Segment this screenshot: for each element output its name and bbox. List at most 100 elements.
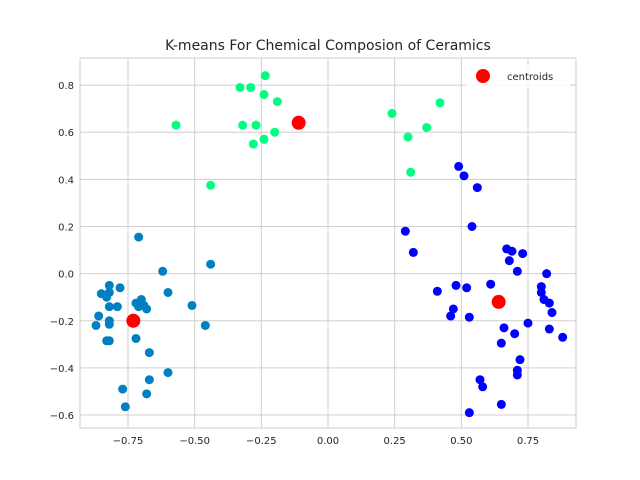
data-point-cluster-3	[158, 266, 168, 276]
data-point-cluster-3	[112, 302, 122, 312]
plot-frame	[79, 57, 577, 429]
data-point-cluster-3	[104, 336, 114, 346]
grid	[80, 58, 576, 428]
data-point-cluster-2	[459, 171, 469, 181]
y-tick-label: 0.8	[58, 81, 74, 92]
data-point-cluster-2	[547, 308, 557, 318]
data-point-cluster-1	[260, 71, 270, 81]
data-point-cluster-2	[478, 382, 488, 392]
centroid-point	[491, 294, 506, 309]
data-point-cluster-2	[496, 399, 506, 409]
x-tick-label: −0.75	[113, 436, 144, 447]
data-point-cluster-2	[504, 256, 514, 266]
data-point-cluster-3	[104, 319, 114, 329]
data-point-cluster-2	[536, 287, 546, 297]
data-point-cluster-2	[499, 323, 509, 333]
centroid-markers	[126, 115, 506, 328]
data-point-cluster-1	[406, 167, 416, 177]
data-point-cluster-2	[432, 286, 442, 296]
data-point-cluster-1	[235, 82, 245, 92]
data-point-cluster-3	[102, 292, 112, 302]
y-tick-label: −0.4	[50, 364, 74, 375]
data-point-cluster-1	[251, 120, 261, 130]
centroid-point	[291, 115, 306, 130]
y-tick-label: 0.0	[58, 270, 74, 281]
data-point-cluster-2	[464, 408, 474, 418]
data-point-cluster-2	[472, 183, 482, 193]
legend-centroid-marker	[476, 69, 490, 83]
y-axis-ticks: −0.6 −0.4 −0.2 0.0 0.2 0.4 0.6 0.8	[50, 81, 74, 422]
data-point-cluster-3	[118, 384, 128, 394]
y-tick-label: −0.2	[50, 317, 74, 328]
data-point-cluster-1	[206, 180, 216, 190]
data-point-cluster-3	[163, 287, 173, 297]
data-point-cluster-2	[496, 338, 506, 348]
data-point-cluster-3	[142, 304, 152, 314]
data-point-cluster-1	[259, 134, 269, 144]
data-point-cluster-2	[542, 269, 552, 279]
data-point-cluster-2	[512, 370, 522, 380]
data-point-cluster-1	[270, 127, 280, 137]
data-point-cluster-3	[206, 259, 216, 269]
data-point-cluster-2	[558, 332, 568, 342]
x-tick-label: −0.25	[246, 436, 277, 447]
data-point-cluster-2	[446, 311, 456, 321]
data-point-cluster-3	[104, 302, 114, 312]
data-point-cluster-2	[462, 283, 472, 293]
data-point-cluster-2	[448, 304, 458, 314]
data-point-cluster-1	[238, 120, 248, 130]
centroid-point	[126, 313, 141, 328]
data-point-cluster-2	[515, 355, 525, 365]
data-point-cluster-3	[134, 232, 144, 242]
data-point-cluster-2	[467, 222, 477, 232]
data-point-cluster-3	[142, 389, 152, 399]
data-point-cluster-3	[187, 300, 197, 310]
data-point-cluster-2	[464, 312, 474, 322]
x-tick-label: 0.25	[384, 436, 406, 447]
x-tick-label: 0.75	[517, 436, 539, 447]
data-point-cluster-2	[518, 249, 528, 259]
y-tick-label: 0.6	[58, 128, 74, 139]
data-point-cluster-3	[200, 320, 210, 330]
y-tick-label: 0.2	[58, 223, 74, 234]
data-point-cluster-3	[91, 320, 101, 330]
data-point-cluster-3	[144, 375, 154, 385]
x-tick-label: 0.00	[317, 436, 339, 447]
y-tick-label: 0.4	[58, 175, 74, 186]
data-point-cluster-2	[454, 161, 464, 171]
x-tick-label: −0.50	[179, 436, 210, 447]
data-point-cluster-2	[544, 324, 554, 334]
data-point-cluster-2	[475, 375, 485, 385]
data-point-cluster-1	[171, 120, 181, 130]
x-tick-label: 0.50	[450, 436, 472, 447]
data-point-cluster-2	[400, 226, 410, 236]
legend-label-centroids: centroids	[507, 72, 553, 83]
data-point-cluster-1	[272, 97, 282, 107]
data-point-cluster-2	[510, 329, 520, 339]
y-tick-label: −0.6	[50, 411, 74, 422]
data-point-cluster-3	[134, 302, 144, 312]
data-point-cluster-3	[94, 311, 104, 321]
data-point-cluster-2	[451, 280, 461, 290]
data-point-cluster-1	[422, 123, 432, 133]
legend: centroids	[466, 64, 570, 88]
data-point-cluster-1	[435, 98, 445, 108]
data-point-cluster-1	[403, 132, 413, 142]
data-point-cluster-3	[115, 283, 125, 293]
data-point-cluster-1	[246, 82, 256, 92]
data-point-cluster-3	[104, 280, 114, 290]
data-point-cluster-2	[544, 298, 554, 308]
data-point-cluster-1	[259, 90, 269, 100]
data-points	[91, 71, 568, 418]
data-point-cluster-2	[512, 266, 522, 276]
data-point-cluster-2	[486, 279, 496, 289]
data-point-cluster-2	[523, 318, 533, 328]
data-point-cluster-2	[507, 246, 517, 256]
chart-title: K-means For Chemical Composion of Cerami…	[165, 38, 491, 54]
data-point-cluster-2	[408, 247, 418, 257]
data-point-cluster-3	[144, 348, 154, 358]
data-point-cluster-3	[131, 333, 141, 343]
x-axis-ticks: −0.75 −0.50 −0.25 0.00 0.25 0.50 0.75	[113, 436, 539, 447]
data-point-cluster-3	[120, 402, 130, 412]
